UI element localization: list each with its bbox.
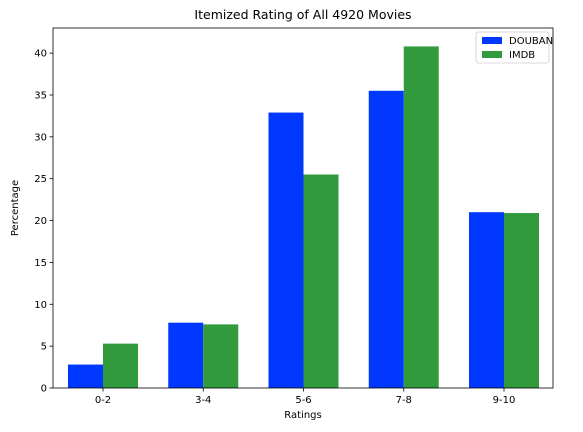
x-tick-label: 0-2 (95, 395, 111, 406)
x-tick-label: 7-8 (396, 395, 412, 406)
x-tick-label: 5-6 (295, 395, 311, 406)
bar-imdb-0-2 (103, 343, 138, 388)
plot-frame (52, 27, 554, 389)
x-tick-label: 3-4 (195, 395, 211, 406)
legend: DOUBAN IMDB (475, 31, 553, 64)
axes-layer: 0-2 3-4 5-6 7-8 9-10 0 5 10 15 20 25 30 35 40 (34, 27, 554, 406)
y-axis-label: Percentage (10, 180, 21, 236)
x-tick-label: 9-10 (493, 395, 516, 406)
chart-title: Itemized Rating of All 4920 Movies (194, 7, 411, 22)
y-tick-label: 35 (34, 90, 47, 101)
y-tick-label: 0 (41, 384, 47, 395)
legend-swatch-douban (482, 37, 502, 44)
x-axis-label: Ratings (284, 410, 321, 421)
y-tick-label: 10 (34, 300, 47, 311)
legend-label-imdb: IMDB (509, 50, 535, 61)
legend-label-douban: DOUBAN (509, 36, 553, 47)
bar-douban-3-4 (168, 322, 204, 388)
bar-douban-0-2 (68, 364, 103, 388)
y-tick-label: 15 (34, 258, 47, 269)
bar-imdb-7-8 (403, 46, 439, 388)
y-tick-label: 5 (41, 342, 47, 353)
bar-imdb-5-6 (303, 174, 339, 388)
bar-douban-9-10 (469, 212, 504, 388)
y-tick-label: 20 (34, 216, 47, 227)
y-tick-label: 40 (34, 49, 47, 60)
y-tick-label: 30 (34, 132, 47, 143)
bars-layer (68, 46, 539, 388)
bar-imdb-9-10 (504, 213, 539, 388)
bar-douban-7-8 (368, 90, 404, 388)
bar-douban-5-6 (268, 112, 304, 388)
bar-imdb-3-4 (203, 324, 239, 388)
y-tick-label: 25 (34, 174, 47, 185)
legend-swatch-imdb (482, 51, 502, 58)
